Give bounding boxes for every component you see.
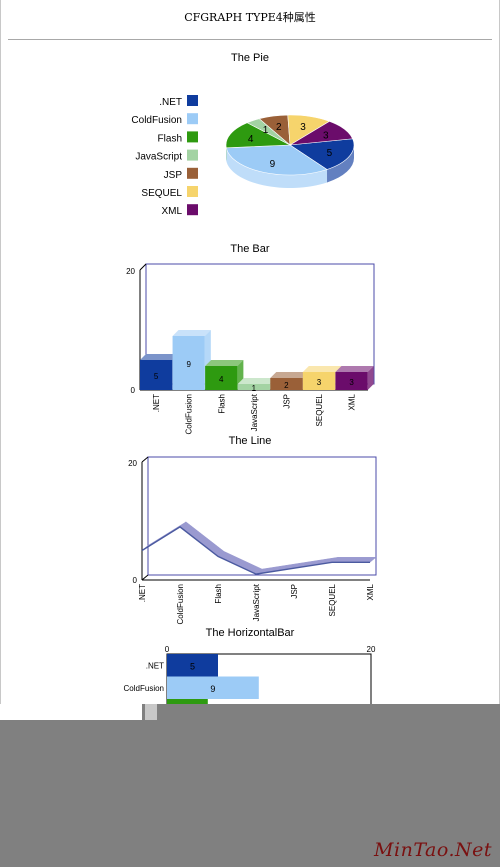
pie-slice-flash	[225, 122, 292, 149]
line-ytick-top: 20	[128, 459, 137, 468]
pie-legend-swatch-flash	[187, 131, 198, 143]
pie-side-coldfusion	[226, 147, 328, 188]
hbar-value-label-coldfusion: 9	[210, 684, 215, 694]
bar-xml	[335, 372, 368, 390]
bar-value-label-jsp: 2	[284, 381, 289, 390]
bar-net	[140, 360, 173, 390]
pie-legend-swatch-net	[187, 95, 198, 106]
bar-sequel	[302, 372, 336, 390]
bar-top-xml	[335, 366, 374, 372]
pie-legend-label-xml: XML	[161, 206, 182, 217]
line-xtick-flash: Flash	[214, 584, 223, 604]
gray-overlay-notch-box	[145, 704, 157, 720]
hbar-ytick-coldfusion: ColdFusion	[124, 684, 164, 693]
pie-slice-label-javascript: 1	[263, 125, 269, 136]
bar-jsp	[270, 378, 303, 390]
pie-slice-label-flash: 4	[248, 134, 254, 145]
pie-slice-label-net: 5	[327, 148, 333, 159]
pie-legend-label-flash: Flash	[158, 133, 182, 144]
bar-side-xml	[367, 366, 374, 390]
bar-flash	[205, 366, 238, 390]
pie-slice-label-xml: 3	[323, 131, 329, 142]
bar-value-label-xml: 3	[349, 378, 354, 387]
bar-javascript	[237, 384, 270, 390]
bar-value-label-javascript: 1	[252, 384, 257, 393]
gray-overlay	[0, 704, 500, 867]
line-ribbon-segment-3	[217, 551, 263, 575]
line-ytick-bottom: 0	[133, 576, 138, 585]
hbar-chart-title: The HorizontalBar	[205, 627, 295, 639]
hbar-value-label-net: 5	[190, 661, 195, 671]
line-xtick-jsp: JSP	[290, 584, 299, 599]
pie-legend-swatch-coldfusion	[187, 113, 198, 125]
bar-xtick-coldfusion: ColdFusion	[185, 394, 194, 434]
line-xtick-sequel: SEQUEL	[328, 583, 337, 616]
pie-legend-label-jsp: JSP	[164, 170, 183, 181]
bar-top-jsp	[270, 372, 309, 378]
bar-xtick-xml: XML	[348, 393, 357, 410]
pie-legend-swatch-xml	[187, 204, 198, 216]
hbar-ytick-net: .NET	[146, 661, 164, 670]
bar-top-flash	[205, 360, 244, 366]
bar-value-label-sequel: 3	[317, 378, 322, 387]
page-title: CFGRAPH TYPE4种属性	[184, 11, 316, 24]
pie-legend-swatch-jsp	[187, 167, 198, 179]
bar-coldfusion	[172, 336, 205, 390]
pie-legend-swatch-sequel	[187, 186, 198, 197]
line-back-wall	[147, 456, 377, 576]
hbar-xtick-right: 20	[367, 645, 376, 654]
bar-xtick-flash: Flash	[217, 394, 226, 414]
pie-slice-xml	[289, 121, 354, 146]
bar-ytick-bottom: 0	[131, 386, 136, 395]
pie-slice-coldfusion	[225, 144, 328, 176]
bar-ytick-top: 20	[126, 267, 135, 276]
bar-xtick-javascript: JavaScript	[250, 393, 259, 431]
line-chart: 20 0.NET ColdFusion Flash JavaScript JSP SEQUE…	[128, 456, 377, 624]
hbar-coldfusion	[167, 676, 259, 699]
bar-top-javascript	[237, 378, 276, 384]
pie-chart-title: The Pie	[231, 52, 269, 64]
line-xtick-net: .NET	[138, 584, 147, 602]
line-ribbon-segment-2	[179, 521, 225, 557]
pie-slice-label-sequel: 3	[300, 122, 306, 133]
line-xtick-xml: XML	[366, 583, 375, 600]
line-xtick-javascript: JavaScript	[252, 583, 261, 621]
line-side-edges	[141, 456, 149, 581]
bar-xtick-sequel: SEQUEL	[315, 393, 324, 426]
bar-chart-title: The Bar	[230, 243, 270, 255]
bar-value-label-net: 5	[154, 372, 159, 381]
bar-top-sequel	[302, 366, 342, 372]
gray-overlay-notch	[0, 704, 142, 720]
hbar-xtick-left: 0	[165, 645, 170, 654]
pie-slice-net	[289, 138, 355, 170]
line-series	[141, 526, 370, 575]
pie-chart: .NET ColdFusion Flash JavaScript JSP SEQUEL XM…	[131, 95, 355, 217]
pie-legend-label-sequel: SEQUEL	[141, 188, 182, 199]
bar-value-label-coldfusion: 9	[186, 360, 191, 369]
line-chart-title: The Line	[228, 435, 272, 447]
watermark: MinTao.Net	[374, 839, 492, 861]
line-xtick-coldfusion: ColdFusion	[176, 584, 185, 624]
pie-legend-label-net: .NET	[159, 97, 182, 108]
hbar-net	[167, 654, 218, 677]
pie-legend-label-coldfusion: ColdFusion	[131, 115, 182, 126]
page-border-left	[0, 0, 1, 720]
pie-slice-label-coldfusion: 9	[270, 159, 276, 170]
bar-xtick-jsp: JSP	[282, 394, 291, 409]
bar-top-net	[140, 354, 179, 360]
line-ribbon-segment-6	[331, 557, 377, 563]
bar-xtick-net: .NET	[152, 394, 161, 412]
pie-legend-swatch-javascript	[187, 149, 198, 161]
bar-value-label-flash: 4	[219, 375, 224, 384]
pie-legend-label-javascript: JavaScript	[135, 152, 182, 163]
pie-slice-label-jsp: 2	[276, 122, 282, 133]
title-divider	[8, 39, 492, 40]
bar-top-coldfusion	[172, 330, 211, 336]
